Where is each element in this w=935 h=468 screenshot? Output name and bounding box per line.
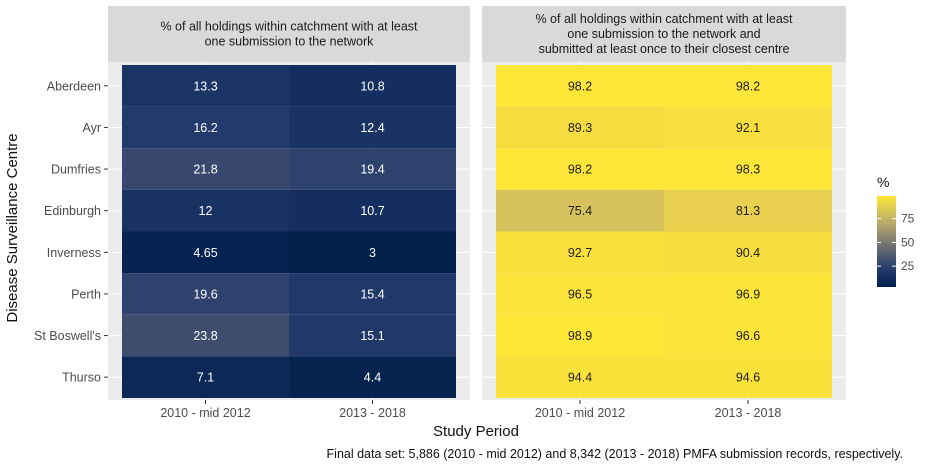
y-axis-title: Disease Surveillance Centre [4,133,21,322]
heatmap-cell [289,273,456,315]
heatmap-cell [122,148,289,190]
legend-tick-label: 75 [901,212,915,226]
heatmap-cell [289,65,456,107]
cell-value-label: 96.9 [736,287,760,301]
cell-value-label: 94.4 [568,371,592,385]
heatmap-cell [664,273,832,315]
y-tick-label: Inverness [47,246,101,260]
cell-value-label: 96.6 [736,329,760,343]
cell-value-label: 98.3 [736,163,760,177]
cell-value-label: 12.4 [360,121,384,135]
cell-value-label: 13.3 [193,79,217,93]
heatmap-cell [289,189,456,232]
x-tick-label: 2010 - mid 2012 [535,406,625,420]
cell-value-label: 81.3 [736,204,760,218]
cell-value-label: 94.6 [736,371,760,385]
legend-ticks: 25 50 75 [877,212,915,273]
caption: Final data set: 5,886 (2010 - mid 2012) … [327,447,903,461]
cell-value-label: 15.4 [360,287,384,301]
heatmap-cell [289,356,456,398]
cell-value-label: 90.4 [736,246,760,260]
panel-2: % of all holdings within catchment with … [482,6,846,400]
panel-title-line: submitted at least once to their closest… [539,42,790,56]
x-tick-label: 2013 - 2018 [715,406,782,420]
legend: % 25 50 75 [877,174,915,287]
cell-value-label: 89.3 [568,121,592,135]
heatmap-cell [496,314,664,357]
heatmap-cell [496,106,664,149]
heatmap-cell [496,356,664,398]
cell-value-label: 98.2 [568,163,592,177]
cell-value-label: 7.1 [197,371,214,385]
y-tick-label: Thurso [62,371,101,385]
y-tick-label: Perth [71,287,101,301]
legend-tick-label: 50 [901,235,915,249]
x-axis-title: Study Period [433,423,519,440]
heatmap-cell [289,148,456,190]
legend-tick-label: 25 [901,259,915,273]
heatmap-cell [289,106,456,149]
panels: % of all holdings within catchment with … [108,6,846,400]
heatmap-cell [122,189,289,232]
cell-value-label: 21.8 [193,163,217,177]
heatmap-cell [122,356,289,398]
heatmap-cell [496,231,664,274]
y-tick-label: Ayr [82,121,101,135]
heatmap-cell [664,189,832,232]
heatmap-cell [496,273,664,315]
heatmap-cell [496,148,664,190]
cell-value-label: 15.1 [360,329,384,343]
x-tick-label: 2013 - 2018 [339,406,406,420]
cell-value-label: 98.2 [736,79,760,93]
heatmap-cell [664,314,832,357]
cell-value-label: 10.7 [360,204,384,218]
cell-value-label: 3 [369,246,376,260]
cell-value-label: 19.4 [360,163,384,177]
y-tick-label: Dumfries [51,163,101,177]
heatmap-cell [122,273,289,315]
heatmap-cell [664,106,832,149]
axes: 2010 - mid 2012 2013 - 2018 2010 - mid 201… [34,79,781,420]
y-tick-label: Edinburgh [44,204,101,218]
heatmap-cell [664,356,832,398]
cell-value-label: 98.9 [568,329,592,343]
heatmap-cell [289,231,456,274]
cell-value-label: 75.4 [568,204,592,218]
heatmap-cell [496,65,664,107]
heatmap-cell [664,148,832,190]
cell-value-label: 4.65 [193,246,217,260]
cell-value-label: 98.2 [568,79,592,93]
y-tick-label: Aberdeen [47,79,101,93]
x-tick-label: 2010 - mid 2012 [160,406,250,420]
heatmap-cell [664,65,832,107]
heatmap-cell [122,106,289,149]
panel-title-line: one submission to the network and [567,27,760,41]
cell-value-label: 4.4 [364,371,381,385]
panel-title-line: % of all holdings within catchment with … [535,12,793,26]
cell-value-label: 96.5 [568,287,592,301]
cell-value-label: 92.1 [736,121,760,135]
legend-colorbar [877,196,896,287]
heatmap-cell [122,65,289,107]
panel-1: % of all holdings within catchment with … [108,6,470,400]
heatmap-cell [289,314,456,357]
cell-value-label: 23.8 [193,329,217,343]
y-tick-label: St Boswell's [34,329,101,343]
panel-title-line: one submission to the network [205,35,375,49]
cell-value-label: 92.7 [568,246,592,260]
heatmap-cell [122,231,289,274]
panel-strip [482,6,846,62]
heatmap-cell [664,231,832,274]
panel-strip [108,6,470,62]
cell-value-label: 19.6 [193,287,217,301]
heatmap-cell [122,314,289,357]
cell-value-label: 10.8 [360,79,384,93]
panel-title-line: % of all holdings within catchment with … [160,20,418,34]
heatmap-cell [496,189,664,232]
cell-value-label: 16.2 [193,121,217,135]
cell-value-label: 12 [199,204,213,218]
legend-title: % [877,174,889,190]
